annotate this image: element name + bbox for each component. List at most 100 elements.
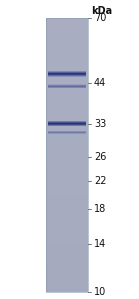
Bar bbox=[46, 279, 88, 280]
Bar bbox=[46, 25, 88, 26]
Bar bbox=[46, 133, 88, 134]
Bar bbox=[46, 172, 88, 173]
Bar bbox=[46, 271, 88, 272]
Bar bbox=[46, 136, 88, 138]
Bar bbox=[46, 83, 88, 84]
Text: 70: 70 bbox=[94, 13, 106, 23]
Bar bbox=[46, 38, 88, 39]
Bar bbox=[46, 217, 88, 218]
Bar bbox=[46, 121, 88, 122]
Bar bbox=[46, 221, 88, 222]
Bar bbox=[46, 184, 88, 185]
Bar bbox=[46, 183, 88, 184]
Bar bbox=[46, 81, 88, 82]
Bar bbox=[46, 206, 88, 207]
Bar bbox=[46, 113, 88, 114]
Bar bbox=[46, 101, 88, 102]
Bar bbox=[46, 212, 88, 213]
Bar bbox=[46, 19, 88, 20]
Bar bbox=[46, 242, 88, 243]
Bar bbox=[46, 171, 88, 172]
Bar bbox=[46, 149, 88, 150]
Text: 26: 26 bbox=[94, 152, 106, 162]
Bar bbox=[46, 103, 88, 104]
Bar bbox=[46, 158, 88, 159]
Bar bbox=[46, 262, 88, 263]
Bar bbox=[46, 132, 88, 133]
Bar bbox=[46, 213, 88, 214]
Bar bbox=[46, 26, 88, 27]
Bar bbox=[46, 164, 88, 165]
Bar bbox=[46, 167, 88, 168]
Bar bbox=[46, 285, 88, 286]
Bar bbox=[46, 254, 88, 255]
Bar bbox=[46, 289, 88, 290]
Bar bbox=[46, 291, 88, 292]
Bar bbox=[46, 228, 88, 229]
Bar bbox=[46, 270, 88, 271]
Bar bbox=[46, 114, 88, 115]
Bar bbox=[46, 117, 88, 118]
Bar bbox=[46, 176, 88, 177]
Bar bbox=[46, 191, 88, 192]
Bar bbox=[46, 218, 88, 219]
Bar bbox=[46, 122, 88, 123]
Bar bbox=[46, 287, 88, 288]
Bar bbox=[46, 24, 88, 25]
Bar bbox=[46, 28, 88, 29]
Bar bbox=[46, 250, 88, 251]
Bar bbox=[46, 62, 88, 64]
Bar bbox=[46, 252, 88, 253]
Bar bbox=[46, 112, 88, 113]
Bar bbox=[46, 21, 88, 22]
Bar bbox=[46, 236, 88, 237]
Bar bbox=[46, 49, 88, 50]
Bar bbox=[46, 241, 88, 242]
Bar bbox=[46, 104, 88, 105]
Bar bbox=[46, 27, 88, 28]
Bar bbox=[46, 44, 88, 45]
Bar bbox=[46, 18, 88, 292]
Bar bbox=[46, 259, 88, 260]
Bar bbox=[46, 277, 88, 278]
Bar bbox=[46, 192, 88, 193]
Bar bbox=[46, 64, 88, 65]
Bar bbox=[46, 220, 88, 221]
Bar bbox=[46, 70, 88, 71]
Bar bbox=[46, 142, 88, 143]
Bar bbox=[46, 68, 88, 69]
Bar bbox=[46, 186, 88, 187]
Bar bbox=[46, 125, 88, 126]
Bar bbox=[46, 263, 88, 264]
Bar bbox=[46, 156, 88, 157]
Bar bbox=[46, 134, 88, 135]
Bar bbox=[46, 55, 88, 56]
Bar bbox=[46, 66, 88, 67]
Bar bbox=[46, 43, 88, 44]
Bar bbox=[46, 100, 88, 101]
Bar bbox=[46, 93, 88, 94]
Bar bbox=[46, 23, 88, 24]
Bar bbox=[46, 273, 88, 274]
Bar bbox=[46, 286, 88, 287]
Bar bbox=[46, 58, 88, 59]
Bar bbox=[46, 155, 88, 156]
Bar bbox=[46, 126, 88, 127]
Bar bbox=[46, 235, 88, 236]
Bar bbox=[46, 258, 88, 259]
Bar bbox=[46, 59, 88, 60]
Bar bbox=[46, 198, 88, 199]
Bar bbox=[46, 116, 88, 117]
Bar bbox=[46, 40, 88, 41]
Bar bbox=[46, 82, 88, 83]
Bar bbox=[46, 141, 88, 142]
Bar bbox=[46, 94, 88, 95]
Bar bbox=[46, 107, 88, 108]
Bar bbox=[46, 205, 88, 206]
Bar bbox=[46, 203, 88, 204]
Bar bbox=[46, 288, 88, 289]
Bar bbox=[46, 177, 88, 178]
Bar bbox=[46, 151, 88, 152]
Bar bbox=[46, 150, 88, 151]
Text: 18: 18 bbox=[94, 204, 106, 214]
